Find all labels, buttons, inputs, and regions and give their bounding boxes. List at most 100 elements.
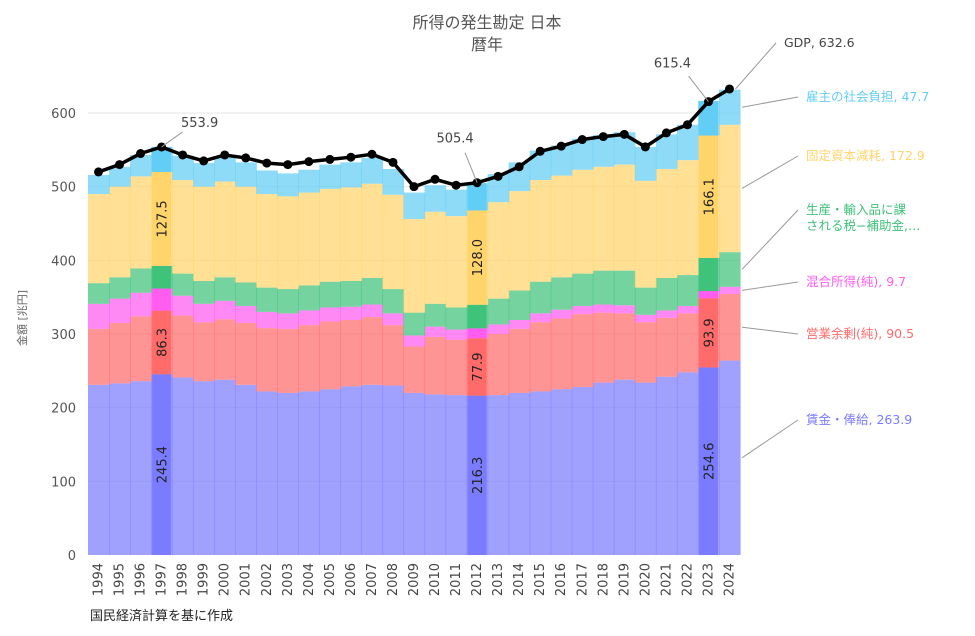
- area-segment: [193, 303, 215, 323]
- gdp-point: [199, 156, 209, 166]
- area-segment: [487, 395, 510, 555]
- area-segment: [361, 157, 384, 184]
- gdp-point: [619, 129, 629, 139]
- area-segment: [340, 187, 363, 281]
- area-segment: [319, 389, 341, 555]
- area-segment: [277, 328, 299, 393]
- highlight-columns: [152, 100, 718, 555]
- gdp-point-label: 505.4: [436, 132, 473, 147]
- x-tick-label: 2007: [365, 563, 380, 596]
- area-segment: [88, 194, 110, 284]
- area-segment: [214, 319, 236, 380]
- x-tick-label: 2006: [344, 563, 359, 596]
- area-segment: [571, 273, 594, 307]
- highlight-bar-segment: [152, 288, 172, 311]
- highlight-bar-segment: [467, 304, 487, 329]
- area-segment: [592, 166, 615, 271]
- area-segment: [235, 322, 257, 385]
- y-tick-label: 600: [51, 107, 76, 122]
- area-segment: [109, 383, 131, 555]
- bar-value-label: 245.4: [156, 446, 171, 483]
- area-segment: [424, 303, 447, 327]
- bar-value-label: 93.9: [702, 318, 717, 347]
- area-segment: [676, 275, 699, 307]
- area-segment: [277, 289, 299, 314]
- area-segment: [256, 391, 278, 555]
- area-segment: [592, 312, 615, 383]
- gdp-point: [283, 160, 293, 170]
- area-segment: [508, 392, 531, 555]
- area-segment: [340, 320, 363, 387]
- area-segment: [676, 313, 699, 373]
- area-segment: [235, 282, 257, 307]
- gdp-point: [430, 174, 440, 184]
- area-segment: [256, 194, 278, 288]
- area-segment: [172, 273, 194, 296]
- area-segment: [109, 186, 131, 278]
- area-series: [88, 293, 741, 396]
- leader-line: [464, 152, 478, 183]
- area-segment: [277, 196, 299, 290]
- area-segment: [109, 298, 131, 323]
- highlight-bar-segment: [467, 210, 487, 305]
- highlight-bar-segment: [467, 183, 487, 211]
- y-tick-label: 400: [51, 254, 76, 269]
- area-segment: [382, 168, 405, 195]
- area-segment: [256, 328, 278, 392]
- area-segment: [361, 384, 384, 555]
- area-segment: [655, 134, 678, 169]
- gdp-point: [178, 150, 188, 160]
- x-tick-label: 2021: [659, 563, 674, 596]
- area-segment: [403, 192, 426, 220]
- area-segment: [214, 181, 236, 278]
- area-segment: [445, 339, 468, 396]
- area-segment: [382, 313, 405, 326]
- gdp-point: [388, 157, 398, 167]
- area-segment: [193, 163, 215, 187]
- area-segment: [256, 287, 278, 312]
- area-segment: [214, 300, 236, 320]
- x-tick-label: 2022: [680, 563, 695, 596]
- area-segment: [655, 168, 678, 279]
- x-tick-label: 1996: [134, 563, 149, 596]
- x-tick-label: 1998: [176, 563, 191, 596]
- highlight-bar-segment: [152, 374, 172, 555]
- x-tick-label: 2014: [512, 563, 527, 596]
- area-segment: [88, 174, 110, 195]
- area-segment: [445, 216, 468, 308]
- x-tick-label: 2002: [260, 563, 275, 596]
- x-tick-label: 2024: [722, 563, 737, 596]
- end-leader-line: [741, 155, 799, 189]
- area-segment: [571, 169, 594, 274]
- area-segment: [634, 287, 657, 315]
- x-tick-label: 2000: [218, 563, 233, 596]
- x-tick-label: 2017: [575, 563, 590, 596]
- highlight-bar-segment: [467, 338, 487, 396]
- axes: 0 100 200 300 400 500 600 1994 1995 1996 1997 1998 1…: [51, 107, 737, 596]
- end-leader-line: [735, 42, 777, 90]
- gdp-point: [661, 128, 671, 138]
- highlight-bar-segment: [698, 298, 718, 368]
- area-segment: [319, 164, 341, 189]
- area-segment: [130, 176, 152, 269]
- area-segment: [256, 170, 278, 195]
- x-tick-label: 1997: [155, 563, 170, 596]
- gdp-point: [535, 146, 545, 156]
- x-tick-label: 2015: [533, 563, 548, 596]
- end-leader-line: [741, 281, 799, 291]
- end-leader-line: [741, 419, 799, 459]
- area-segment: [172, 315, 194, 378]
- area-segment: [193, 381, 215, 555]
- area-segment: [298, 192, 320, 286]
- y-tick-label: 500: [51, 181, 76, 196]
- y-tick-label: 200: [51, 402, 76, 417]
- y-tick-label: 0: [68, 549, 76, 564]
- gdp-point: [346, 152, 356, 162]
- area-segment: [508, 328, 531, 393]
- area-segment: [424, 326, 447, 337]
- area-segment: [235, 306, 257, 323]
- x-tick-label: 1995: [113, 563, 128, 596]
- area-segment: [718, 124, 741, 253]
- highlight-bar-segment: [467, 328, 487, 339]
